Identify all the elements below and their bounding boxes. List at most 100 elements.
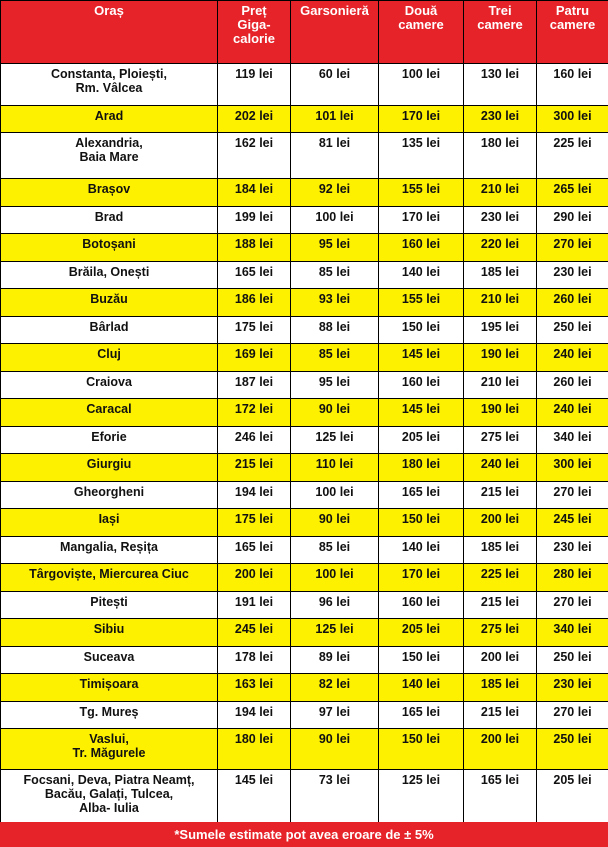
price-cell: 170 lei bbox=[378, 563, 464, 592]
price-cell: 180 lei bbox=[378, 453, 464, 482]
price-cell: 230 lei bbox=[536, 536, 608, 564]
price-cell: 130 lei bbox=[463, 63, 537, 106]
price-cell: 280 lei bbox=[536, 563, 608, 592]
table-row: Pitești 191 lei 96 lei 160 lei 215 lei 270 le… bbox=[0, 591, 608, 619]
table-row: Suceava 178 lei 89 lei 150 lei 200 lei 250 le… bbox=[0, 646, 608, 674]
price-cell: 165 lei bbox=[463, 769, 537, 824]
price-cell: 215 lei bbox=[463, 591, 537, 619]
price-cell: 140 lei bbox=[378, 673, 464, 702]
price-cell: 180 lei bbox=[463, 132, 537, 179]
price-cell: 220 lei bbox=[463, 233, 537, 262]
price-cell: 270 lei bbox=[536, 233, 608, 262]
price-cell: 275 lei bbox=[463, 618, 537, 647]
price-cell: 140 lei bbox=[378, 261, 464, 289]
table-row: Constanta, Ploiești, Rm. Vâlcea 119 lei 60… bbox=[0, 63, 608, 106]
price-cell: 165 lei bbox=[217, 536, 291, 564]
price-cell: 215 lei bbox=[217, 453, 291, 482]
price-table: Oraș Preț Giga- calorie Garsonieră Două cam… bbox=[0, 0, 608, 824]
price-cell: 195 lei bbox=[463, 316, 537, 344]
price-cell: 175 lei bbox=[217, 316, 291, 344]
price-cell: 230 lei bbox=[463, 206, 537, 234]
price-cell: 100 lei bbox=[378, 63, 464, 106]
table-row: Vaslui, Tr. Măgurele 180 lei 90 lei 150 lei… bbox=[0, 728, 608, 770]
table-row: Târgoviște, Miercurea Ciuc 200 lei 100 lei… bbox=[0, 563, 608, 592]
price-cell: 95 lei bbox=[290, 233, 379, 262]
price-cell: 92 lei bbox=[290, 178, 379, 207]
price-cell: 240 lei bbox=[536, 398, 608, 427]
price-cell: 194 lei bbox=[217, 701, 291, 729]
city-cell: Arad bbox=[0, 105, 218, 133]
price-cell: 199 lei bbox=[217, 206, 291, 234]
price-cell: 246 lei bbox=[217, 426, 291, 454]
city-cell: Craiova bbox=[0, 371, 218, 399]
city-cell: Sibiu bbox=[0, 618, 218, 647]
table-row: Caracal 172 lei 90 lei 145 lei 190 lei 240 le… bbox=[0, 398, 608, 427]
price-cell: 200 lei bbox=[463, 728, 537, 770]
price-cell: 205 lei bbox=[378, 618, 464, 647]
price-cell: 225 lei bbox=[536, 132, 608, 179]
price-cell: 265 lei bbox=[536, 178, 608, 207]
price-cell: 200 lei bbox=[217, 563, 291, 592]
price-cell: 187 lei bbox=[217, 371, 291, 399]
price-cell: 165 lei bbox=[217, 261, 291, 289]
table-row: Timișoara 163 lei 82 lei 140 lei 185 lei 230 … bbox=[0, 673, 608, 702]
price-cell: 245 lei bbox=[217, 618, 291, 647]
price-cell: 85 lei bbox=[290, 536, 379, 564]
footnote: *Sumele estimate pot avea eroare de ± 5% bbox=[0, 822, 608, 847]
price-cell: 188 lei bbox=[217, 233, 291, 262]
price-cell: 90 lei bbox=[290, 728, 379, 770]
price-cell: 172 lei bbox=[217, 398, 291, 427]
price-cell: 300 lei bbox=[536, 453, 608, 482]
city-cell: Iași bbox=[0, 508, 218, 537]
price-cell: 225 lei bbox=[463, 563, 537, 592]
city-cell: Târgoviște, Miercurea Ciuc bbox=[0, 563, 218, 592]
price-cell: 300 lei bbox=[536, 105, 608, 133]
table-row: Giurgiu 215 lei 110 lei 180 lei 240 lei 300 l… bbox=[0, 453, 608, 482]
price-cell: 160 lei bbox=[378, 591, 464, 619]
price-cell: 150 lei bbox=[378, 508, 464, 537]
price-cell: 230 lei bbox=[536, 673, 608, 702]
price-cell: 245 lei bbox=[536, 508, 608, 537]
city-cell: Alexandria, Baia Mare bbox=[0, 132, 218, 179]
table-row: Brașov 184 lei 92 lei 155 lei 210 lei 265 lei bbox=[0, 178, 608, 207]
price-cell: 215 lei bbox=[463, 701, 537, 729]
price-cell: 100 lei bbox=[290, 481, 379, 509]
price-cell: 186 lei bbox=[217, 288, 291, 317]
price-cell: 73 lei bbox=[290, 769, 379, 824]
price-cell: 110 lei bbox=[290, 453, 379, 482]
column-header: Preț Giga- calorie bbox=[217, 0, 291, 64]
price-cell: 150 lei bbox=[378, 646, 464, 674]
city-cell: Constanta, Ploiești, Rm. Vâlcea bbox=[0, 63, 218, 106]
price-cell: 210 lei bbox=[463, 371, 537, 399]
price-cell: 178 lei bbox=[217, 646, 291, 674]
price-cell: 60 lei bbox=[290, 63, 379, 106]
city-cell: Buzău bbox=[0, 288, 218, 317]
table-row: Eforie 246 lei 125 lei 205 lei 275 lei 340 le… bbox=[0, 426, 608, 454]
price-cell: 155 lei bbox=[378, 178, 464, 207]
price-cell: 135 lei bbox=[378, 132, 464, 179]
price-cell: 150 lei bbox=[378, 316, 464, 344]
table-row: Tg. Mureș 194 lei 97 lei 165 lei 215 lei 270 … bbox=[0, 701, 608, 729]
price-cell: 155 lei bbox=[378, 288, 464, 317]
price-cell: 89 lei bbox=[290, 646, 379, 674]
table-row: Cluj 169 lei 85 lei 145 lei 190 lei 240 lei bbox=[0, 343, 608, 372]
price-cell: 200 lei bbox=[463, 508, 537, 537]
price-cell: 119 lei bbox=[217, 63, 291, 106]
price-cell: 185 lei bbox=[463, 536, 537, 564]
price-cell: 85 lei bbox=[290, 261, 379, 289]
table-row: Brăila, Onești 165 lei 85 lei 140 lei 185 le… bbox=[0, 261, 608, 289]
price-cell: 250 lei bbox=[536, 316, 608, 344]
price-cell: 290 lei bbox=[536, 206, 608, 234]
price-cell: 180 lei bbox=[217, 728, 291, 770]
price-cell: 85 lei bbox=[290, 343, 379, 372]
price-cell: 93 lei bbox=[290, 288, 379, 317]
price-cell: 82 lei bbox=[290, 673, 379, 702]
price-cell: 100 lei bbox=[290, 563, 379, 592]
table-row: Bârlad 175 lei 88 lei 150 lei 195 lei 250 lei bbox=[0, 316, 608, 344]
price-cell: 125 lei bbox=[378, 769, 464, 824]
price-cell: 145 lei bbox=[378, 343, 464, 372]
table-row: Buzău 186 lei 93 lei 155 lei 210 lei 260 lei bbox=[0, 288, 608, 317]
price-cell: 184 lei bbox=[217, 178, 291, 207]
price-cell: 194 lei bbox=[217, 481, 291, 509]
